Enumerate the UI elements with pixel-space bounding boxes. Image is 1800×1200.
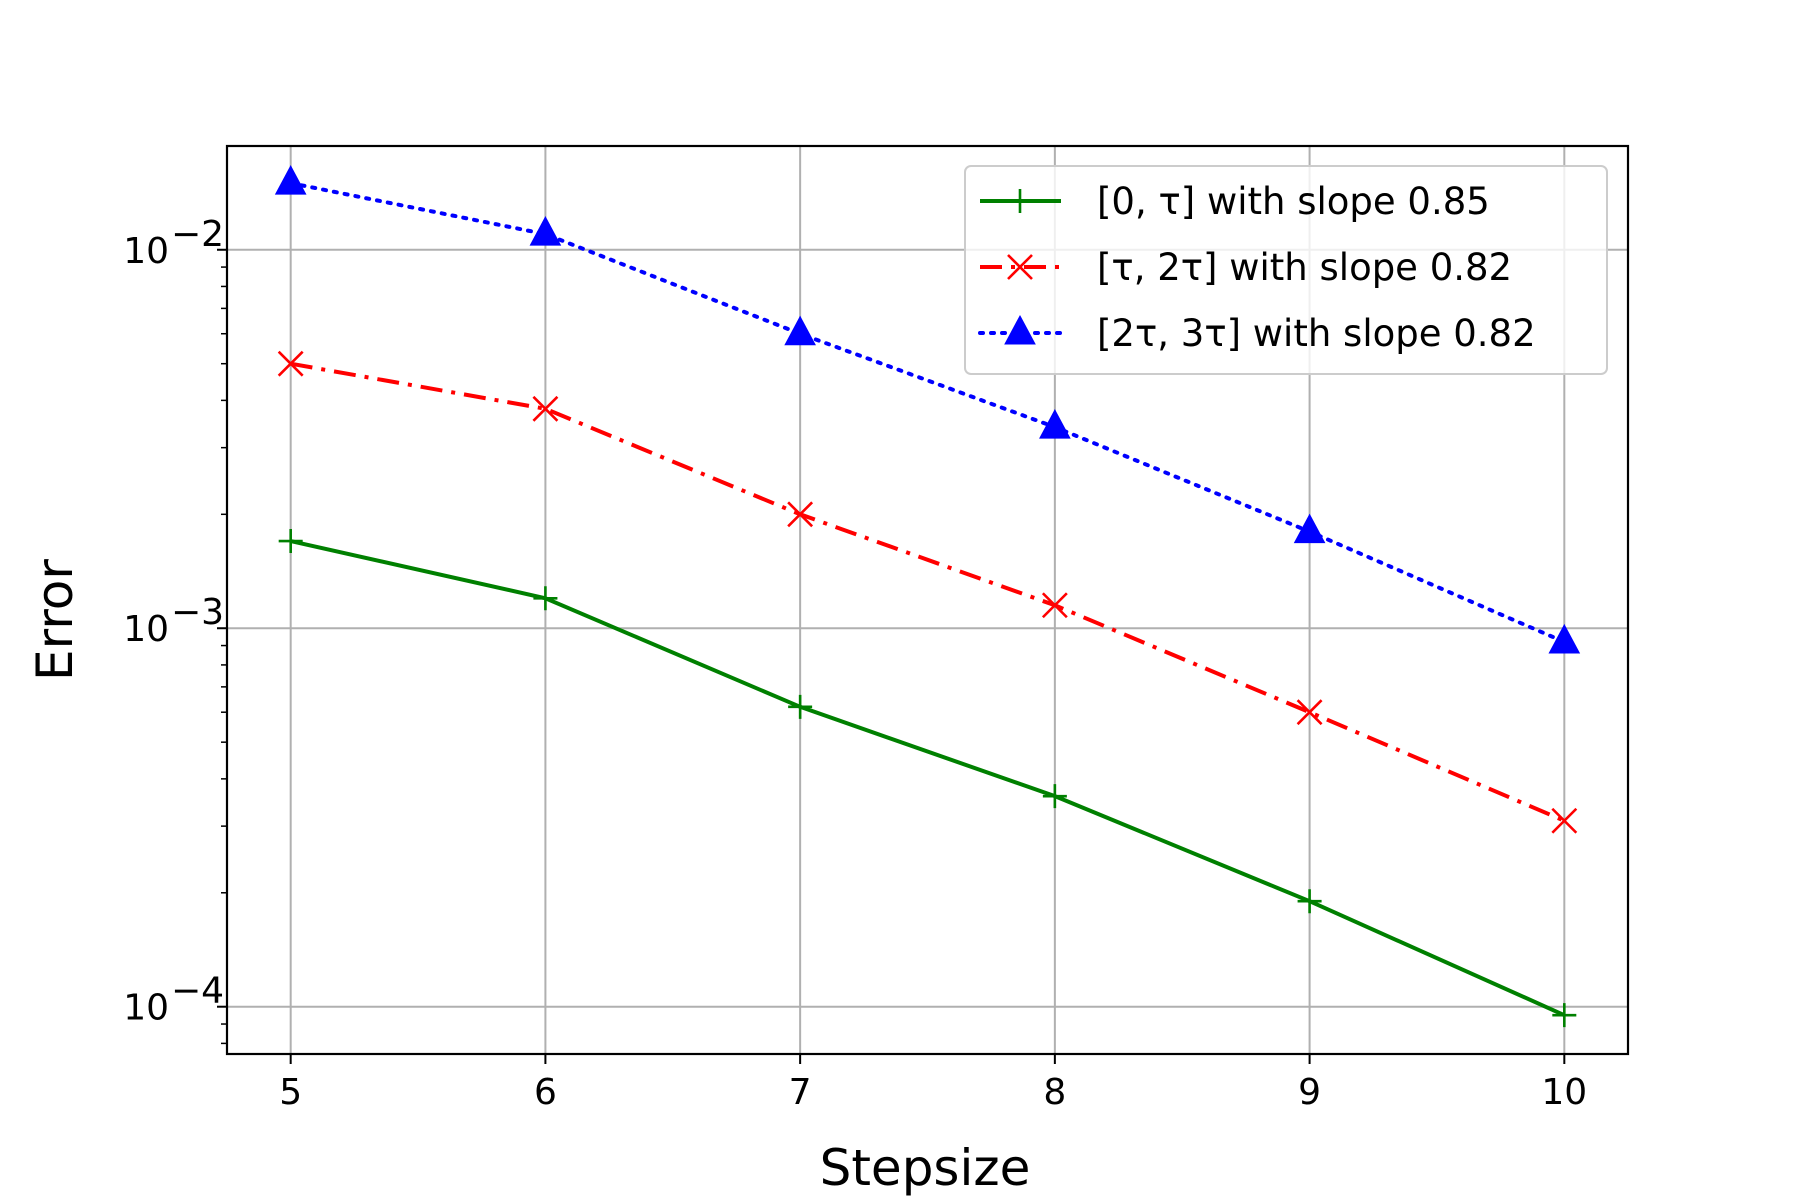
data-point — [788, 694, 813, 719]
y-tick-label-base: 10 — [123, 609, 169, 650]
data-point — [1041, 592, 1068, 619]
legend-marker — [1008, 189, 1032, 213]
x-tick-label: 5 — [279, 1072, 302, 1113]
series-line — [288, 181, 1567, 644]
y-tick-label: 10 −3 — [123, 592, 224, 650]
x-tick-label: 8 — [1043, 1072, 1066, 1113]
x-tick-label: 6 — [534, 1072, 557, 1113]
data-point — [529, 216, 562, 246]
data-point — [787, 501, 814, 528]
data-point — [278, 529, 303, 554]
legend-label: [2τ, 3τ] with slope 0.82 — [1097, 312, 1536, 355]
y-axis-label: Error — [26, 559, 84, 681]
x-tick-label: 10 — [1541, 1072, 1587, 1113]
plot-frame — [225, 144, 1630, 1056]
data-point — [274, 165, 307, 195]
data-point — [532, 395, 559, 422]
legend-entry: [τ, 2τ] with slope 0.82 — [980, 246, 1512, 289]
y-tick-label-base: 10 — [123, 988, 169, 1029]
y-tick-label-exponent: −4 — [171, 971, 224, 1012]
y-tick-label-exponent: −2 — [171, 214, 224, 255]
data-point — [1548, 623, 1581, 654]
data-point — [277, 350, 304, 377]
series-line — [290, 539, 1566, 1017]
data-point — [1296, 699, 1323, 726]
x-tick-label: 7 — [789, 1072, 812, 1113]
legend-label: [0, τ] with slope 0.85 — [1097, 180, 1490, 223]
series-2 — [277, 350, 1578, 834]
x-axis-label: Stepsize — [820, 1139, 1031, 1197]
data-point — [784, 315, 816, 346]
y-tick-label-exponent: −3 — [171, 592, 224, 633]
series-line — [290, 361, 1566, 823]
data-point — [1293, 513, 1326, 544]
y-tick-label: 10 −4 — [123, 971, 224, 1029]
legend-entry: [2τ, 3τ] with slope 0.82 — [978, 312, 1536, 355]
series-3 — [274, 165, 1581, 654]
data-point — [1039, 409, 1071, 439]
legend-entry: [0, τ] with slope 0.85 — [980, 180, 1490, 223]
data-point — [1042, 784, 1067, 809]
y-tick-label-base: 10 — [123, 231, 169, 272]
y-tick-label: 10 −2 — [123, 214, 224, 272]
legend: [0, τ] with slope 0.85 [τ, 2τ] with slope… — [964, 165, 1608, 375]
data-point — [533, 586, 558, 611]
x-tick-label: 9 — [1298, 1072, 1321, 1113]
legend-marker — [1007, 254, 1033, 280]
legend-marker — [1004, 314, 1036, 345]
series-layer — [274, 165, 1581, 1028]
legend-label: [τ, 2τ] with slope 0.82 — [1097, 246, 1512, 289]
series-1 — [278, 529, 1577, 1028]
data-point — [1551, 807, 1578, 834]
data-point — [1552, 1003, 1577, 1028]
data-point — [1297, 889, 1322, 914]
legend-box — [964, 165, 1608, 375]
